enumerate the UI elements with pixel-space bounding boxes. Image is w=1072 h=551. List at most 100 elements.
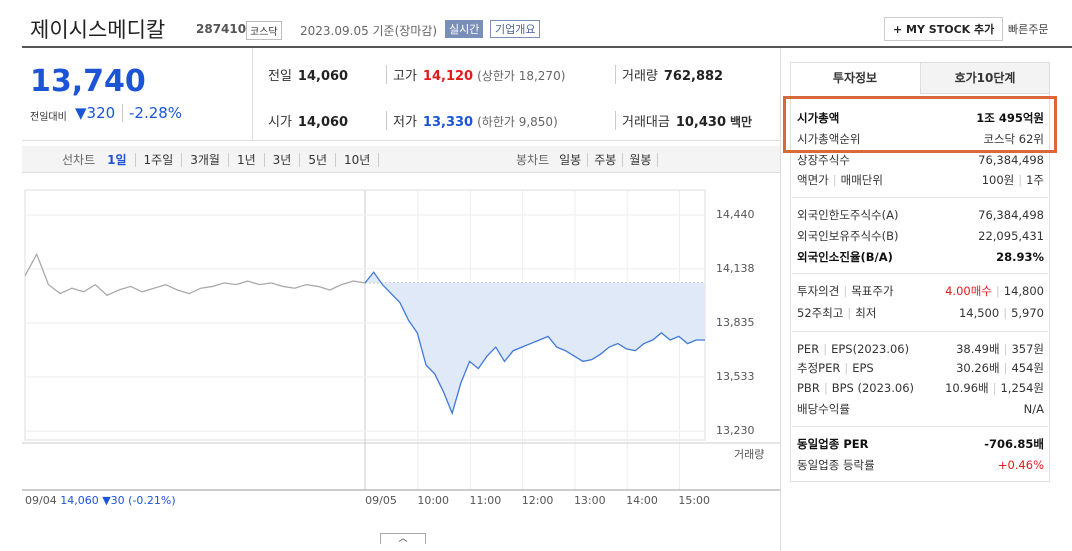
label-part: 시가총액 bbox=[797, 111, 840, 125]
y-tick-label: 13,835 bbox=[716, 316, 755, 329]
period-tab[interactable]: 주봉 bbox=[594, 153, 624, 167]
label-part: EPS bbox=[852, 361, 874, 375]
info-row: PBR | BPS (2023.06) 10.96배 | 1,254원 bbox=[797, 378, 1044, 398]
period-tab[interactable]: 1년 bbox=[236, 153, 265, 167]
stat-note: (상한가 18,270) bbox=[477, 69, 566, 83]
prev-day-price: 14,060 bbox=[60, 494, 99, 507]
invest-tab[interactable]: 투자정보 bbox=[791, 63, 919, 93]
label-part: 상장주식수 bbox=[797, 153, 850, 167]
value-part: 코스닥 62위 bbox=[983, 132, 1044, 146]
period-tab[interactable]: 월봉 bbox=[629, 153, 659, 167]
mystock-button[interactable]: + MY STOCK 추가 bbox=[884, 17, 1004, 41]
stock-name: 제이시스메디칼 bbox=[30, 18, 166, 42]
y-tick-label: 13,533 bbox=[716, 370, 755, 383]
value-part: +0.46% bbox=[997, 458, 1044, 472]
company-button[interactable]: 기업개요 bbox=[490, 20, 541, 38]
volume-label: 거래량 bbox=[734, 448, 764, 461]
period-tab[interactable]: 3년 bbox=[272, 153, 301, 167]
x-tick-label: 09/05 bbox=[365, 494, 397, 507]
info-row: PER | EPS(2023.06) 38.49배 | 357원 bbox=[797, 339, 1044, 359]
label-part: 매매단위 bbox=[840, 173, 883, 187]
separator: | bbox=[823, 342, 828, 356]
stat-value: 14,060 bbox=[297, 69, 349, 84]
separator: | bbox=[995, 284, 1000, 298]
label-part: 추정PER bbox=[797, 361, 841, 375]
stat-note: (하한가 9,850) bbox=[477, 115, 558, 129]
label-part: 외국인소진율(B/A) bbox=[797, 250, 893, 264]
row-value: N/A bbox=[1024, 399, 1044, 419]
info-row: 외국인소진율(B/A) 28.93% bbox=[797, 247, 1044, 267]
stat-unit: 백만 bbox=[730, 115, 753, 129]
invest-tab[interactable]: 호가10단계 bbox=[920, 63, 1049, 94]
separator: | bbox=[1003, 306, 1008, 320]
label-part: 시가총액순위 bbox=[797, 132, 861, 146]
separator: | bbox=[1003, 361, 1008, 375]
collapse-button[interactable]: ︿ bbox=[380, 533, 426, 544]
label-part: BPS (2023.06) bbox=[831, 381, 915, 395]
row-value: -706.85배 bbox=[984, 434, 1044, 454]
row-value: 22,095,431 bbox=[978, 226, 1044, 246]
period-tab[interactable]: 5년 bbox=[308, 153, 337, 167]
info-row: 시가총액순위 코스닥 62위 bbox=[797, 129, 1044, 149]
separator: | bbox=[844, 361, 849, 375]
info-row: 52주최고 | 최저 14,500 | 5,970 bbox=[797, 303, 1044, 323]
value-part: 454원 bbox=[1011, 361, 1044, 375]
stat-value: 14,060 bbox=[297, 115, 349, 130]
value-part: 76,384,498 bbox=[978, 153, 1044, 167]
value-part: 28.93% bbox=[996, 250, 1044, 264]
info-row: 시가총액 1조 495억원 bbox=[797, 108, 1044, 128]
y-tick-label: 13,230 bbox=[716, 424, 755, 437]
label-part: 투자의견 bbox=[797, 284, 840, 298]
separator: | bbox=[1003, 342, 1008, 356]
period-tab[interactable]: 3개월 bbox=[190, 153, 229, 167]
period-tab[interactable]: 1주일 bbox=[143, 153, 183, 167]
divider bbox=[252, 48, 253, 140]
x-tick-label: 15:00 bbox=[678, 494, 710, 507]
stock-code: 287410 bbox=[196, 22, 247, 36]
info-row: 투자의견 | 목표주가 4.00매수 | 14,800 bbox=[797, 281, 1044, 301]
divider bbox=[780, 48, 781, 551]
value-part: 1,254원 bbox=[1000, 381, 1044, 395]
prev-day-date: 09/04 bbox=[25, 494, 57, 507]
area bbox=[365, 272, 705, 414]
row-label: 상장주식수 bbox=[797, 150, 850, 170]
row-value: 76,384,498 bbox=[978, 205, 1044, 225]
period-tab[interactable]: 1일 bbox=[107, 153, 136, 167]
stat: 시가 14,060 bbox=[268, 111, 348, 130]
divider bbox=[22, 140, 780, 141]
label-part: EPS(2023.06) bbox=[831, 342, 910, 356]
value-part: 5,970 bbox=[1011, 306, 1044, 320]
info-row: 동일업종 등락률 +0.46% bbox=[797, 455, 1044, 475]
quick-order[interactable]: 빠른주문 bbox=[1008, 23, 1049, 36]
row-label: 배당수익률 bbox=[797, 399, 850, 419]
row-value: 76,384,498 bbox=[978, 150, 1044, 170]
label-part: 배당수익률 bbox=[797, 402, 850, 416]
label-part: 52주최고 bbox=[797, 306, 844, 320]
stat: 거래대금 10,430 백만 bbox=[615, 111, 752, 130]
x-tick-label: 12:00 bbox=[522, 494, 554, 507]
row-label: 외국인한도주식수(A) bbox=[797, 205, 898, 225]
row-value: 4.00매수 | 14,800 bbox=[945, 281, 1044, 301]
value-part: 14,500 bbox=[958, 306, 1000, 320]
row-value: 14,500 | 5,970 bbox=[959, 303, 1044, 323]
period-tab[interactable]: 10년 bbox=[344, 153, 380, 167]
tab-label: 봉차트 bbox=[516, 153, 550, 167]
stat-value: 10,430 bbox=[675, 115, 727, 130]
realtime-button[interactable]: 실시간 bbox=[445, 20, 484, 38]
value-part: N/A bbox=[1023, 402, 1044, 416]
change: ▼320 bbox=[75, 104, 116, 122]
period-tab[interactable]: 일봉 bbox=[559, 153, 589, 167]
label-part: PER bbox=[797, 342, 820, 356]
stat: 저가 13,330 (하한가 9,850) bbox=[386, 111, 558, 130]
stat-label: 거래량 bbox=[622, 69, 658, 84]
prev-day-rate: (-0.21%) bbox=[128, 494, 176, 507]
value-part: 100원 bbox=[981, 173, 1015, 187]
y-tick-label: 14,440 bbox=[716, 208, 755, 221]
label-part: PBR bbox=[797, 381, 820, 395]
chart-tabs: 선차트 1일 1주일 3개월 1년 3년 5년 10년 봉차트 일봉 주봉 월봉 bbox=[22, 146, 780, 173]
stat-label: 전일 bbox=[268, 69, 292, 84]
row-value: +0.46% bbox=[998, 455, 1044, 475]
info-row: 동일업종 PER -706.85배 bbox=[797, 434, 1044, 454]
value-part: 1조 495억원 bbox=[976, 111, 1044, 125]
